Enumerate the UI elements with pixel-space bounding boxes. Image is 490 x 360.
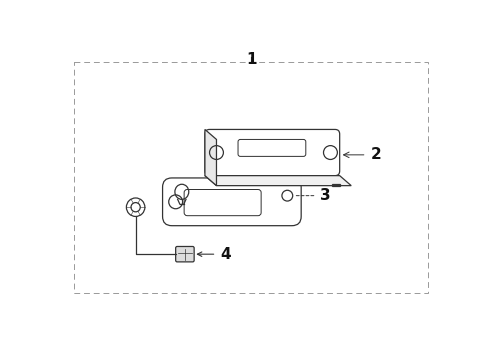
Text: 4: 4	[220, 247, 231, 262]
Bar	[74, 62, 428, 293]
Text: 3: 3	[320, 188, 331, 203]
Polygon shape	[205, 176, 351, 186]
Text: 1: 1	[246, 53, 256, 67]
Polygon shape	[205, 130, 217, 186]
Text: 2: 2	[370, 147, 381, 162]
FancyBboxPatch shape	[175, 247, 194, 262]
